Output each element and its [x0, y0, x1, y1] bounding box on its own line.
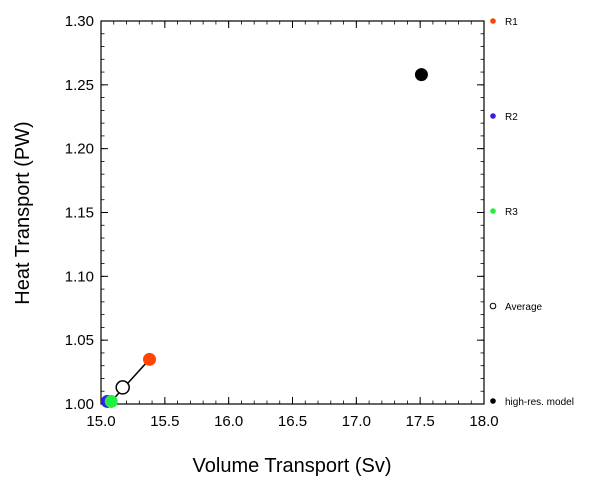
legend-label: high-res. model — [505, 397, 574, 408]
x-tick-label: 16.0 — [214, 413, 243, 430]
legend-marker — [489, 302, 497, 310]
y-tick-label: 1.20 — [65, 141, 94, 158]
data-point-average — [115, 380, 130, 395]
y-tick-label: 1.15 — [65, 205, 94, 222]
legend-marker — [490, 208, 496, 214]
y-tick-label: 1.10 — [65, 268, 94, 285]
ticks-layer: 15.0 15.5 16.0 16.5 17.0 17.5 18.0 1.00 1.05 1.10… — [65, 13, 499, 430]
y-axis-title: Heat Transport (PW) — [12, 121, 34, 304]
x-tick-label: 17.5 — [406, 413, 435, 430]
data-point-r1 — [143, 352, 157, 366]
legend-label: Average — [505, 302, 543, 313]
x-tick-label: 15.0 — [86, 413, 115, 430]
data-point-high-res-model — [414, 68, 428, 82]
y-tick-label: 1.00 — [65, 396, 94, 413]
x-tick-label: 15.5 — [150, 413, 179, 430]
legend-label: R2 — [505, 112, 518, 123]
data-layer — [100, 68, 428, 408]
legend-marker — [490, 398, 496, 404]
legend-marker — [490, 113, 496, 119]
y-tick-label: 1.05 — [65, 332, 94, 349]
data-point-r3 — [104, 394, 118, 408]
legend-label: R3 — [505, 207, 518, 218]
x-axis-title: Volume Transport (Sv) — [193, 455, 392, 477]
legend-label: R1 — [505, 17, 518, 28]
x-tick-label: 16.5 — [278, 413, 307, 430]
y-tick-label: 1.25 — [65, 77, 94, 94]
ensemble-connector-line — [110, 358, 151, 402]
x-tick-label: 17.0 — [342, 413, 371, 430]
legend-marker — [490, 18, 496, 24]
legend-layer: R1 R2 R3 Average high-res. model — [489, 17, 574, 408]
x-tick-label: 18.0 — [469, 413, 498, 430]
y-tick-label: 1.30 — [65, 13, 94, 30]
